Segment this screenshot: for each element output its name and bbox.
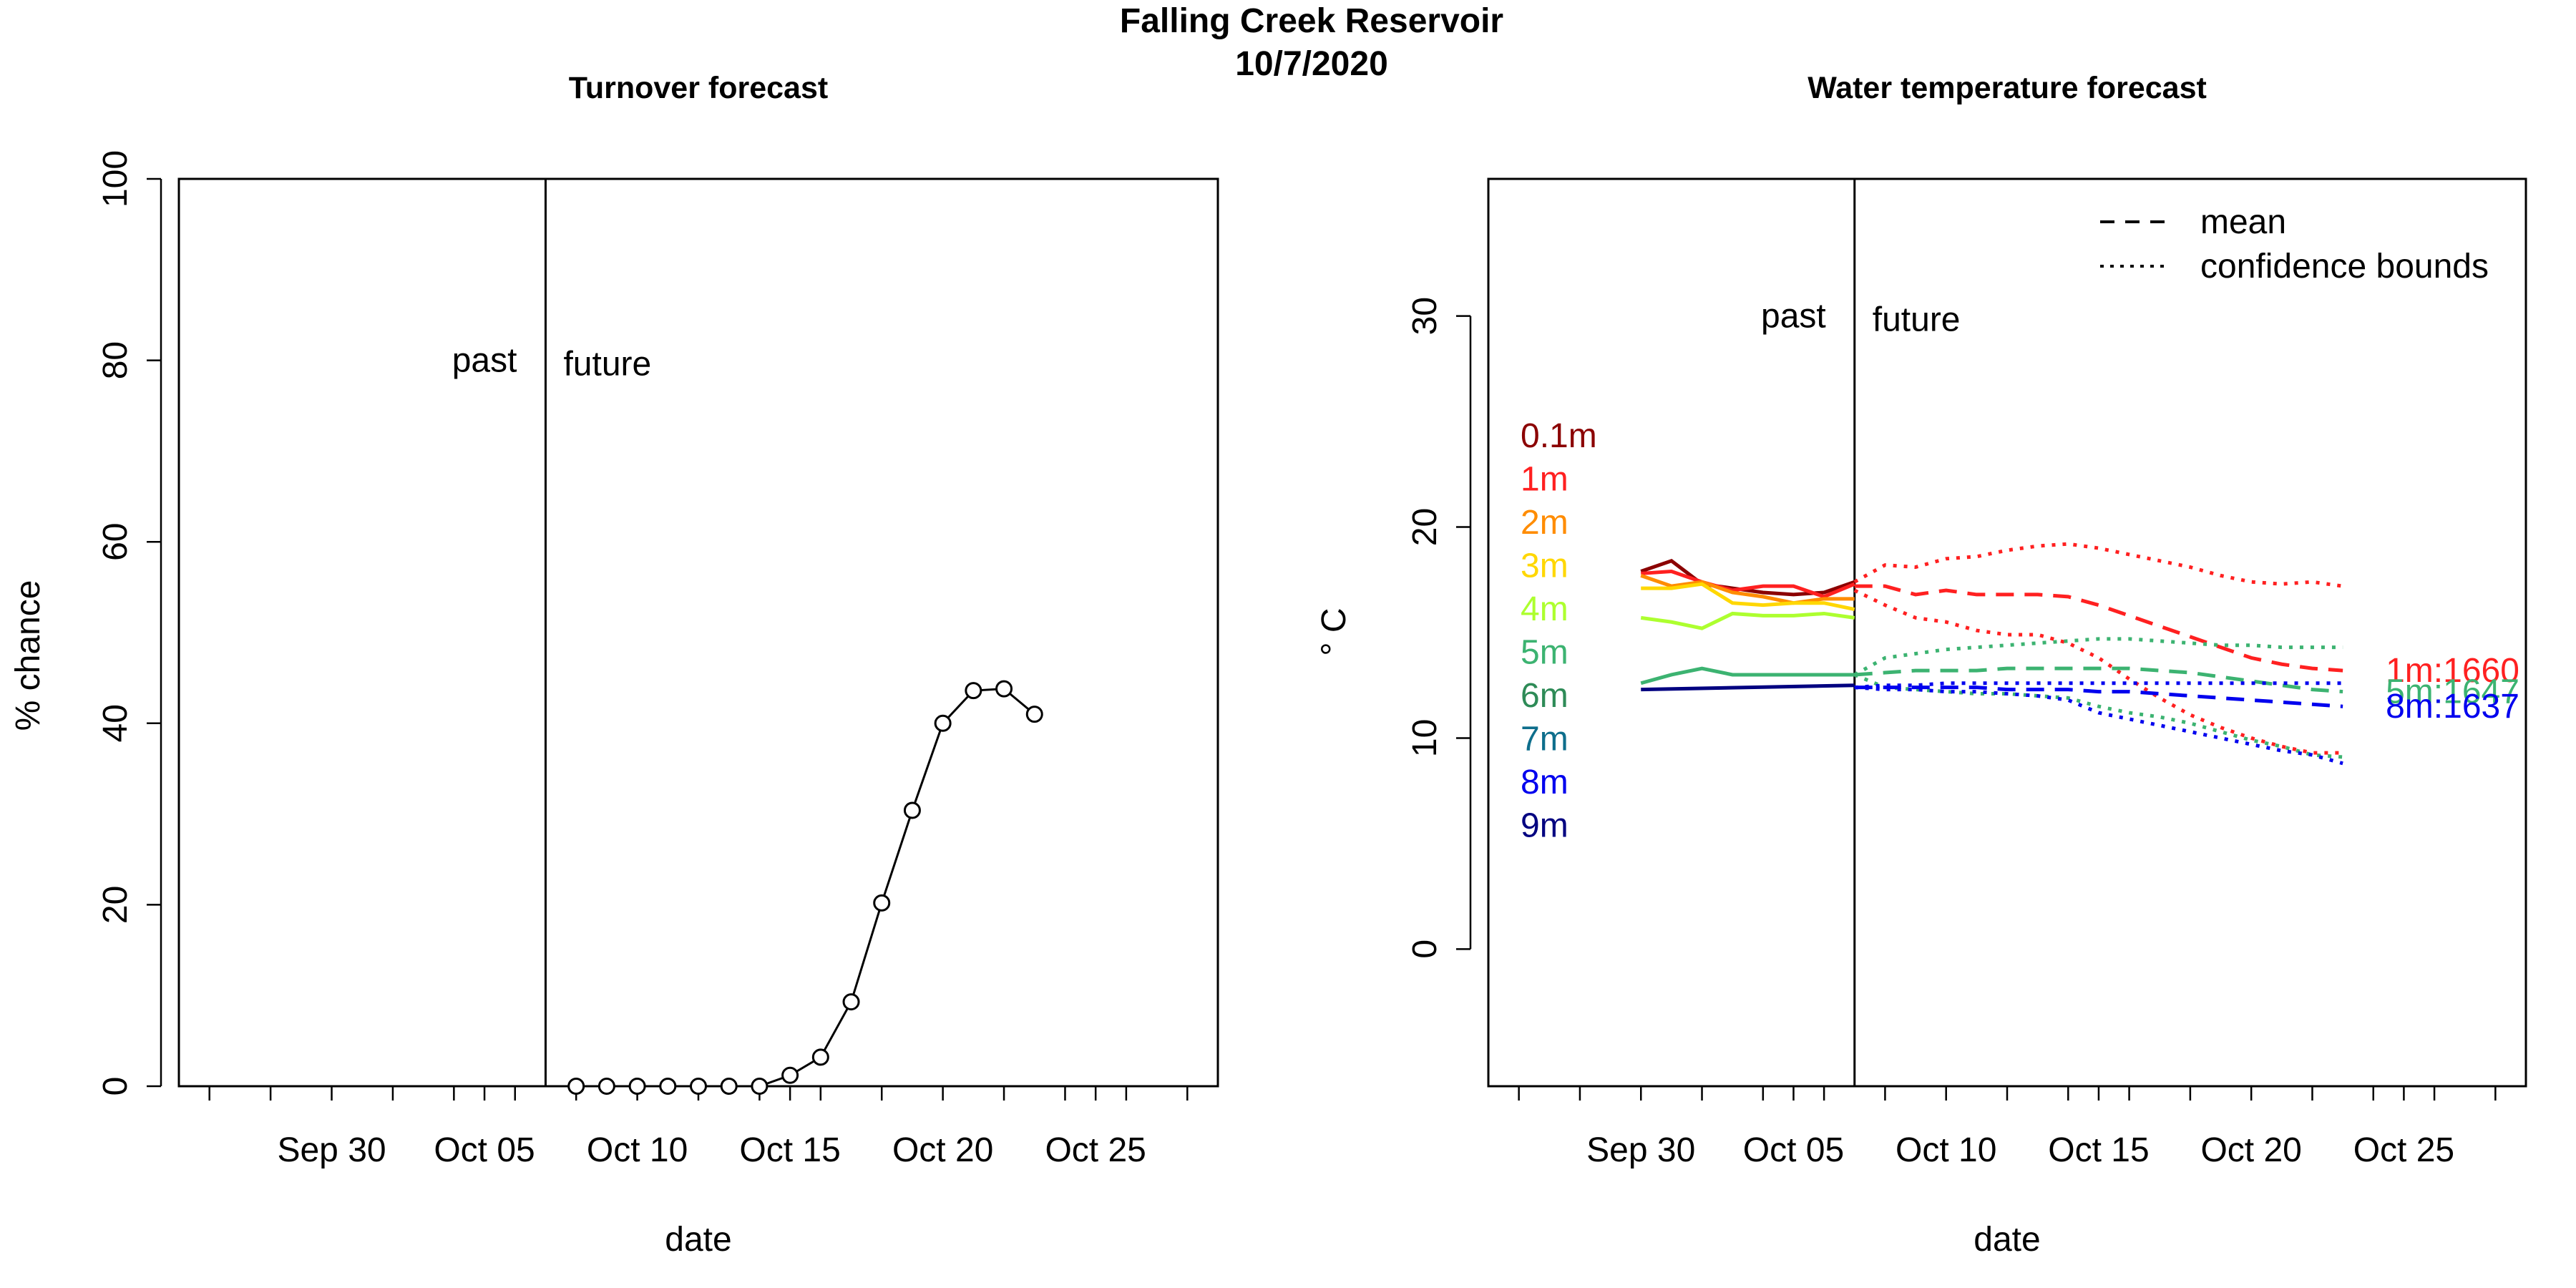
observed-line xyxy=(1640,558,1855,597)
turnover-chart-title: Turnover forecast xyxy=(569,71,828,105)
turnover-point xyxy=(842,993,860,1011)
observed-line xyxy=(1641,582,1855,612)
y-tick-label: 20 xyxy=(1406,508,1444,546)
depth-label: 8m xyxy=(1521,763,1568,801)
observed-line xyxy=(1640,574,1855,605)
turnover-point xyxy=(903,801,921,819)
depth-color-key: 0.1m 1m 2m 3m 4m 5m 6m 7m 8m 9m xyxy=(1521,417,1597,845)
temperature-y-axis: 0 10 20 30 xyxy=(1406,297,1472,959)
figure-title-line1: Falling Creek Reservoir xyxy=(1120,2,1503,40)
y-tick-label: 10 xyxy=(1406,719,1444,757)
depth-label: 4m xyxy=(1521,590,1568,628)
y-tick-label: 20 xyxy=(97,886,135,924)
turnover-forecast-panel: Turnover forecast date % chance Sep 30 Oc… xyxy=(9,71,1219,1259)
legend-label: mean xyxy=(2200,203,2286,241)
temperature-legend: mean confidence bounds xyxy=(2100,203,2489,286)
forecast-end-label: 8m:1637 xyxy=(2386,688,2519,726)
turnover-point xyxy=(873,894,891,912)
depth-label: 5m xyxy=(1521,634,1568,672)
depth-label: 1m xyxy=(1521,461,1568,499)
temperature-past-future-divider: past future xyxy=(1761,179,1961,1086)
x-tick-label: Sep 30 xyxy=(277,1131,386,1169)
turnover-point xyxy=(567,1078,585,1095)
observed-line xyxy=(1641,569,1855,599)
turnover-point xyxy=(690,1078,707,1095)
x-tick-label: Oct 10 xyxy=(1896,1131,1996,1169)
turnover-x-axis-label: date xyxy=(665,1221,731,1259)
turnover-y-axis: 0 20 40 60 80 100 xyxy=(97,150,162,1096)
x-tick-label: Oct 25 xyxy=(2353,1131,2454,1169)
turnover-point xyxy=(965,682,982,700)
turnover-point xyxy=(751,1078,769,1095)
forecast-mean xyxy=(1854,666,2343,694)
turnover-x-axis: Sep 30 Oct 05 Oct 10 Oct 15 Oct 20 Oct 25 xyxy=(208,1086,1189,1169)
x-tick-label: Oct 20 xyxy=(892,1131,993,1169)
x-tick-label: Sep 30 xyxy=(1586,1131,1695,1169)
turnover-point xyxy=(628,1078,646,1095)
observed-line xyxy=(1641,683,1855,692)
temperature-x-axis-label: date xyxy=(1974,1221,2040,1259)
future-label: future xyxy=(563,346,651,384)
turnover-point xyxy=(597,1078,615,1095)
turnover-y-axis-label: % chance xyxy=(9,580,47,731)
forecast-mean xyxy=(1854,686,2343,708)
forecast-end-label: 5m:1647 xyxy=(2386,673,2519,711)
future-label: future xyxy=(1873,301,1961,339)
temperature-x-axis: Sep 30 Oct 05 Oct 10 Oct 15 Oct 20 Oct 25 xyxy=(1518,1086,2497,1169)
temperature-y-axis-label: ° C xyxy=(1315,608,1353,655)
y-tick-label: 30 xyxy=(1406,297,1444,335)
y-tick-label: 0 xyxy=(97,1077,135,1096)
turnover-point xyxy=(781,1066,799,1084)
past-label: past xyxy=(452,342,517,380)
depth-label: 2m xyxy=(1521,504,1568,542)
past-label: past xyxy=(1761,298,1826,336)
x-tick-label: Oct 15 xyxy=(739,1131,840,1169)
temperature-observed-series xyxy=(1640,558,1855,692)
depth-label: 3m xyxy=(1521,547,1568,585)
depth-label: 7m xyxy=(1521,721,1568,758)
y-tick-label: 100 xyxy=(97,150,135,208)
y-tick-label: 0 xyxy=(1406,940,1444,959)
x-tick-label: Oct 15 xyxy=(2048,1131,2149,1169)
turnover-line xyxy=(576,688,1035,1088)
forecast-lower-bound xyxy=(1853,588,2343,755)
turnover-point xyxy=(1025,706,1043,723)
forecast-upper-bound xyxy=(1853,637,2343,677)
forecast-end-label: 1m:1660 xyxy=(2386,652,2519,690)
forecast-lower-bound xyxy=(1853,673,2343,759)
turnover-series xyxy=(567,680,1043,1095)
x-tick-label: Oct 05 xyxy=(434,1131,535,1169)
forecast-upper-bound xyxy=(1853,542,2343,588)
depth-label: 6m xyxy=(1521,677,1568,715)
depth-label: 0.1m xyxy=(1521,417,1597,455)
observed-line xyxy=(1640,666,1855,686)
legend-label: confidence bounds xyxy=(2200,248,2489,286)
observed-line xyxy=(1640,611,1855,630)
figure-title-line2: 10/7/2020 xyxy=(1235,45,1388,83)
depth-label: 9m xyxy=(1521,807,1568,845)
x-tick-label: Oct 25 xyxy=(1045,1131,1146,1169)
turnover-point xyxy=(811,1048,829,1066)
y-tick-label: 40 xyxy=(97,704,135,742)
x-tick-label: Oct 10 xyxy=(587,1131,688,1169)
x-tick-label: Oct 05 xyxy=(1743,1131,1844,1169)
y-tick-label: 60 xyxy=(97,523,135,561)
turnover-point xyxy=(934,714,952,732)
turnover-point xyxy=(720,1078,738,1095)
temperature-forecast-panel: Water temperature forecast date ° C Sep … xyxy=(1315,71,2527,1259)
forecast-lower-bound xyxy=(1854,686,2343,766)
temperature-chart-title: Water temperature forecast xyxy=(1807,71,2207,105)
turnover-point xyxy=(659,1078,677,1095)
turnover-point xyxy=(995,680,1013,698)
y-tick-label: 80 xyxy=(97,341,135,379)
turnover-past-future-divider: past future xyxy=(452,179,651,1086)
x-tick-label: Oct 20 xyxy=(2200,1131,2301,1169)
